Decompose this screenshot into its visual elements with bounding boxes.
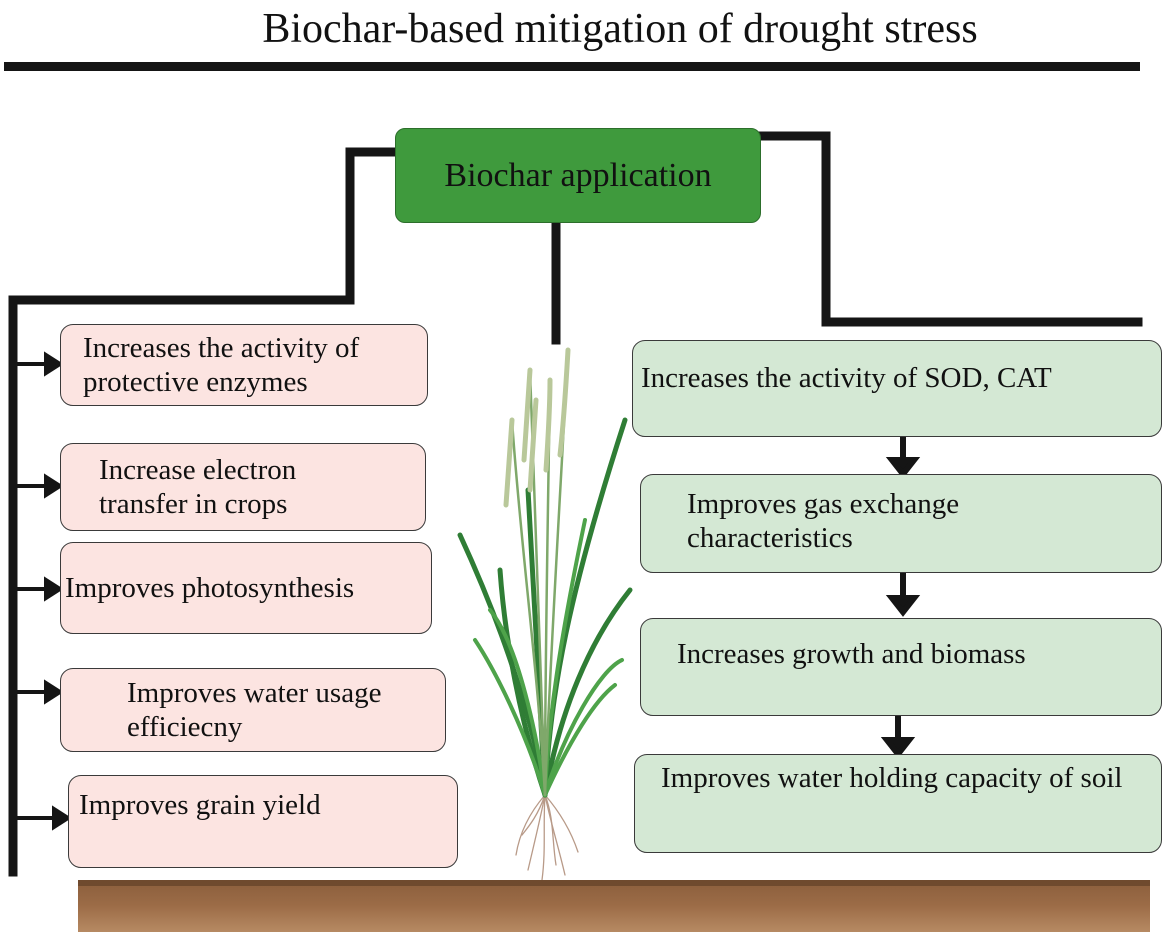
left-effect-box: Improves grain yield [68, 775, 458, 868]
left-effect-box: Increases the activity of protective enz… [60, 324, 428, 406]
right-chain-box: Increases growth and biomass [640, 618, 1162, 716]
right-chain-box: Improves gas exchange characteristics [640, 474, 1162, 573]
title-rule [4, 62, 1140, 71]
right-chain-label: Improves gas exchange characteristics [687, 488, 960, 554]
left-effect-box: Improves water usage efficiecny [60, 668, 446, 752]
left-effect-label: Improves grain yield [79, 789, 321, 821]
left-effect-label: Increase electron transfer in crops [99, 454, 297, 520]
diagram-title: Biochar-based mitigation of drought stre… [262, 6, 978, 52]
rice-plant-illustration [457, 347, 633, 881]
right-branch-line [756, 131, 1143, 327]
left-effect-box: Improves photosynthesis [60, 542, 432, 634]
left-effect-label: Improves water usage efficiecny [127, 677, 382, 743]
right-chain-box: Increases the activity of SOD, CAT [632, 340, 1162, 437]
right-chain-label: Increases the activity of SOD, CAT [641, 362, 1052, 394]
left-effect-label: Increases the activity of protective enz… [83, 332, 360, 398]
left-effect-box: Increase electron transfer in crops [60, 443, 426, 531]
right-chain-label: Improves water holding capacity of soil [661, 762, 1123, 794]
soil-strip [78, 880, 1150, 932]
left-effect-label: Improves photosynthesis [65, 572, 355, 604]
left-branch-line [8, 147, 400, 877]
right-chain-label: Increases growth and biomass [677, 638, 1026, 670]
root-node-label: Biochar application [444, 156, 712, 194]
root-node: Biochar application [395, 128, 761, 223]
right-chain-box: Improves water holding capacity of soil [634, 754, 1162, 853]
